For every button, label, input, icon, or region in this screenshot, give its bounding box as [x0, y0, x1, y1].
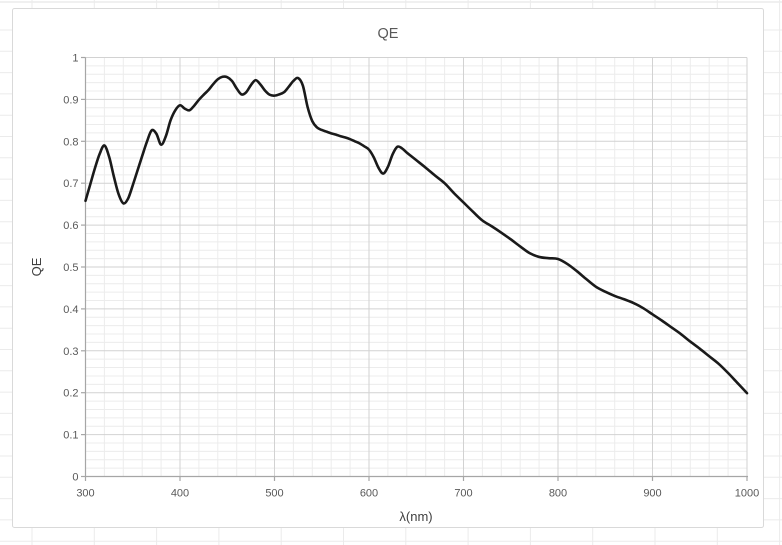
y-tick-label-0.8: 0.8: [63, 136, 78, 148]
y-tick-label-0.5: 0.5: [63, 262, 78, 274]
x-tick-label-300: 300: [76, 488, 94, 500]
minor-gridlines: [85, 57, 747, 477]
y-tick-label-0.1: 0.1: [63, 430, 78, 442]
x-tick-label-400: 400: [171, 488, 189, 500]
x-axis-title: λ(nm): [399, 509, 432, 524]
x-tick-label-700: 700: [454, 488, 472, 500]
chart-title: QE: [378, 26, 399, 42]
y-tick-label-0: 0: [72, 472, 78, 484]
y-tick-label-0.9: 0.9: [63, 94, 78, 106]
x-tick-label-900: 900: [643, 488, 661, 500]
y-tick-label-0.7: 0.7: [63, 178, 78, 190]
x-tick-label-600: 600: [360, 488, 378, 500]
x-axis-tick-labels: 300 400 500 600 700 800 900 1000: [76, 488, 759, 500]
major-gridlines: [85, 57, 748, 477]
y-axis-title: QE: [29, 257, 44, 276]
x-tick-label-800: 800: [549, 488, 567, 500]
qe-series-line: [84, 75, 749, 395]
x-tick-label-1000: 1000: [735, 488, 759, 500]
y-tick-label-0.2: 0.2: [63, 388, 78, 400]
y-tick-label-0.3: 0.3: [63, 346, 78, 358]
y-tick-label-0.4: 0.4: [63, 304, 78, 316]
axis-tick-marks: [81, 56, 748, 481]
y-tick-label-0.6: 0.6: [63, 220, 78, 232]
x-tick-label-500: 500: [265, 488, 283, 500]
y-axis-tick-labels: 0 0.1 0.2 0.3 0.4 0.5 0.6 0.7 0.8 0.9 1: [63, 53, 78, 484]
y-tick-label-1: 1: [72, 53, 78, 65]
